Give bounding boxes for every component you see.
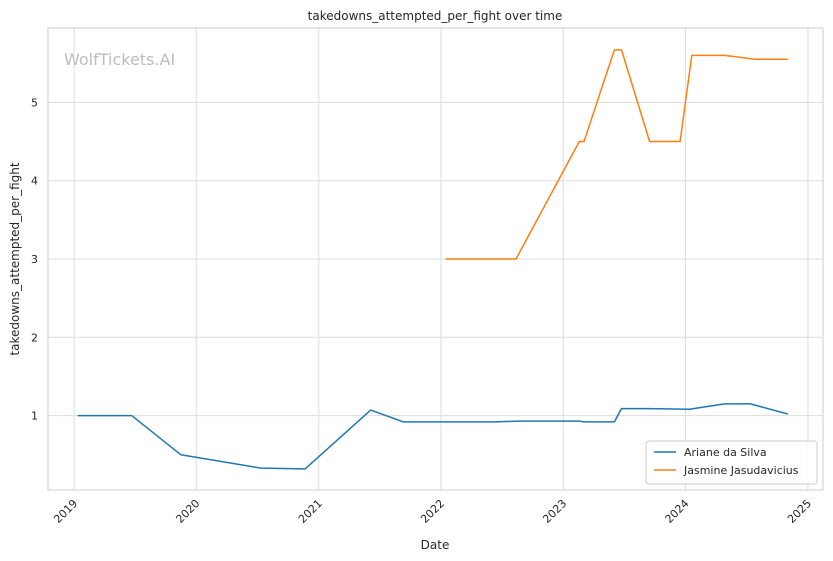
y-tick-labels: 1 2 3 4 5 [31,96,38,422]
plot-frame [47,27,824,491]
watermark: WolfTickets.AI [64,50,175,69]
y-axis-label: takedowns_attempted_per_fight [8,162,22,355]
legend-label-jasmine: Jasmine Jasudavicius [683,464,799,477]
y-tick-label: 4 [31,175,38,188]
legend-box [645,440,818,485]
series-layer [77,49,788,470]
series-line-1 [445,49,788,260]
legend: Ariane da Silva Jasmine Jasudavicius [645,440,818,485]
chart-title: takedowns_attempted_per_fight over time [308,9,563,23]
legend-label-ariane: Ariane da Silva [684,446,767,459]
y-tick-label: 1 [31,410,38,423]
y-tick-label: 3 [31,253,38,266]
x-axis-label: Date [421,538,450,552]
grid [48,28,823,490]
series-line-0 [77,403,788,470]
y-tick-label: 2 [31,331,38,344]
y-tick-label: 5 [31,96,38,109]
